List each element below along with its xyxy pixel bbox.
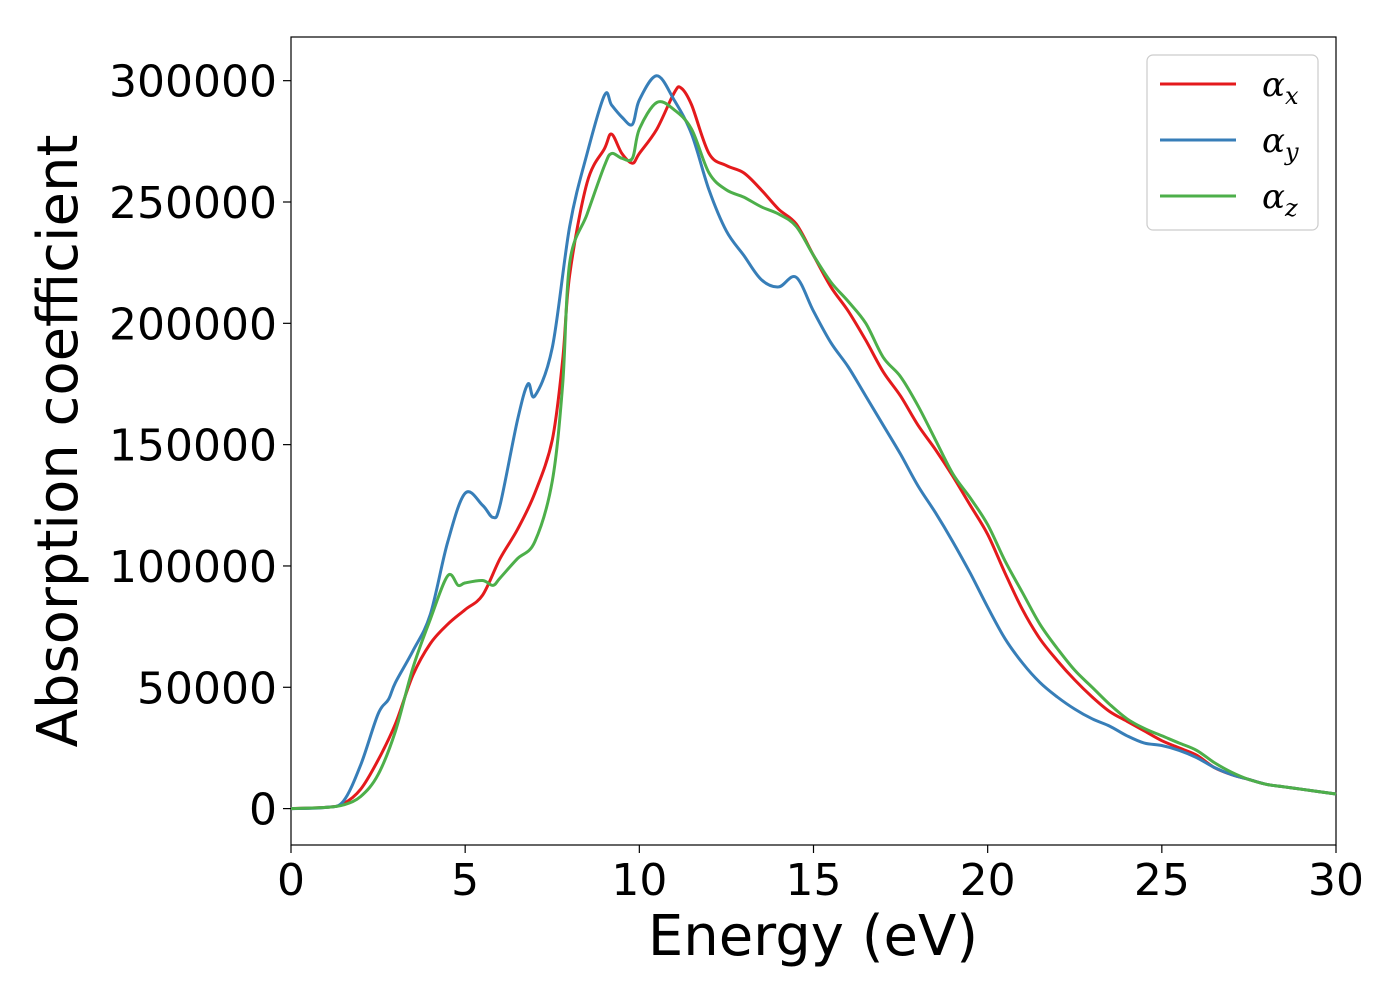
series-layer [290,74,1337,811]
x-tick-label: 10 [611,855,667,906]
x-tick-label: 5 [451,855,479,906]
legend-label-alpha-y: αy [1262,121,1299,166]
y-tick-label: 200000 [109,299,277,350]
x-tick-label: 0 [277,855,305,906]
y-tick-label: 0 [249,785,277,836]
x-axis: 0 5 10 15 20 25 30 [277,845,1364,906]
y-tick-label: 100000 [109,542,277,593]
y-axis-title: Absorption coefficient [26,135,91,748]
y-tick-label: 300000 [109,57,277,108]
y-tick-label: 50000 [137,663,277,714]
y-axis: 0 50000 100000 150000 200000 250000 300000 [109,57,291,836]
series-line-alpha-z [290,100,1337,811]
x-tick-label: 15 [786,855,842,906]
y-tick-label: 150000 [109,421,277,472]
x-axis-title: Energy (eV) [648,904,978,969]
legend-label-alpha-x: αx [1262,65,1299,110]
series-line-alpha-y [290,74,1337,811]
legend: αx αy αz [1146,54,1319,231]
y-tick-label: 250000 [109,178,277,229]
x-tick-label: 25 [1134,855,1190,906]
x-tick-label: 30 [1308,855,1364,906]
x-tick-label: 20 [960,855,1016,906]
legend-frame [1146,54,1319,231]
legend-label-alpha-z: αz [1262,177,1298,222]
series-line-alpha-x [290,85,1337,811]
